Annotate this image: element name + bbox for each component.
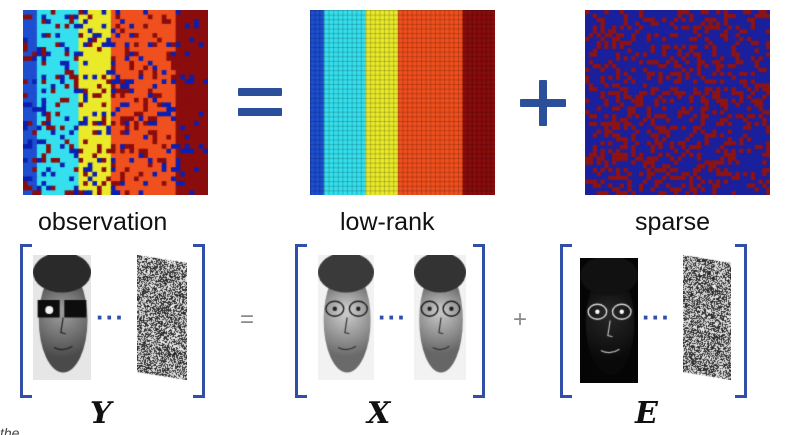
plus-sign-small: + <box>513 306 528 333</box>
x-right-bracket <box>473 244 485 398</box>
e-ellipsis: ··· <box>642 302 671 332</box>
footer-fragment: the <box>0 425 20 435</box>
y-noise-image <box>137 255 187 380</box>
e-left-bracket <box>560 244 572 398</box>
sparse-label: sparse <box>635 208 711 236</box>
face-glasses-image-2 <box>414 255 466 380</box>
low-rank-matrix <box>310 10 495 195</box>
e-right-bracket <box>735 244 747 398</box>
face-sunglasses-image <box>33 255 91 380</box>
plus-sign-large <box>520 80 566 126</box>
e-noise-image <box>683 255 731 380</box>
error-face-image <box>580 258 638 383</box>
x-left-bracket <box>295 244 307 398</box>
observation-matrix <box>23 10 208 195</box>
y-left-bracket <box>20 244 32 398</box>
sparse-matrix <box>585 10 770 195</box>
y-ellipsis: ··· <box>96 302 125 332</box>
low-rank-label: low-rank <box>340 208 435 236</box>
face-glasses-image-1 <box>318 255 374 380</box>
equals-sign-large <box>238 88 282 118</box>
y-variable: Y <box>90 396 112 431</box>
x-ellipsis: ··· <box>378 302 407 332</box>
e-variable: E <box>635 396 658 431</box>
x-variable: X <box>367 396 391 431</box>
y-right-bracket <box>193 244 205 398</box>
equals-sign-small: = <box>240 306 255 333</box>
observation-label: observation <box>38 208 168 236</box>
